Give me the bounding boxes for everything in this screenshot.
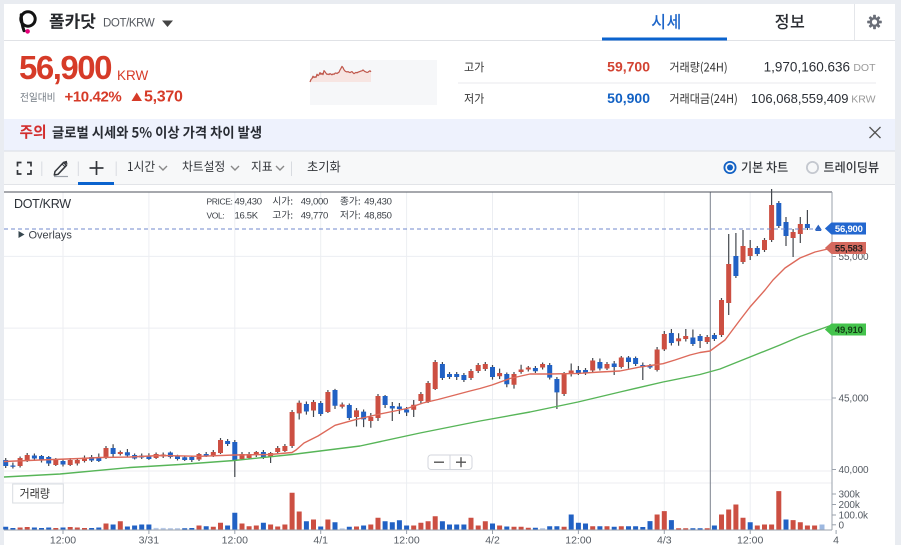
svg-text:56,900: 56,900 xyxy=(835,224,863,235)
svg-text:KRW: KRW xyxy=(851,94,875,106)
svg-text:56,900: 56,900 xyxy=(19,49,111,86)
svg-text:4: 4 xyxy=(833,535,839,545)
svg-text:12:00: 12:00 xyxy=(393,535,419,545)
svg-text:12:00: 12:00 xyxy=(565,535,591,545)
svg-text:55,000: 55,000 xyxy=(839,252,870,263)
svg-text:45,000: 45,000 xyxy=(839,394,870,405)
svg-text:12:00: 12:00 xyxy=(50,535,76,545)
svg-text:300k: 300k xyxy=(839,490,861,501)
svg-text:49,770: 49,770 xyxy=(301,211,328,222)
svg-text:200k: 200k xyxy=(839,500,861,511)
svg-text:DOT/KRW: DOT/KRW xyxy=(14,197,71,211)
svg-text:40,000: 40,000 xyxy=(839,465,870,476)
svg-text:DOT: DOT xyxy=(853,62,876,74)
svg-text:49,430: 49,430 xyxy=(364,197,391,208)
svg-text:PRICE:: PRICE: xyxy=(207,197,233,207)
svg-text:106,068,559,409: 106,068,559,409 xyxy=(751,91,849,106)
svg-text:3/31: 3/31 xyxy=(139,535,160,545)
svg-text:59,700: 59,700 xyxy=(607,59,650,75)
svg-text:4/2: 4/2 xyxy=(485,535,500,545)
svg-text:5,370: 5,370 xyxy=(144,89,183,106)
svg-text:0: 0 xyxy=(839,520,845,531)
svg-text:100.0k: 100.0k xyxy=(839,511,870,522)
svg-text:4/3: 4/3 xyxy=(657,535,672,545)
svg-text:49,430: 49,430 xyxy=(235,197,262,208)
svg-text:4/1: 4/1 xyxy=(313,535,328,545)
svg-text:1,970,160.636: 1,970,160.636 xyxy=(764,60,850,75)
svg-text:+10.42%: +10.42% xyxy=(65,89,122,106)
svg-text:Overlays: Overlays xyxy=(29,230,73,242)
svg-text:50,900: 50,900 xyxy=(607,90,650,106)
svg-text:16.5K: 16.5K xyxy=(235,211,259,222)
svg-text:12:00: 12:00 xyxy=(222,535,248,545)
svg-text:49,910: 49,910 xyxy=(835,325,863,336)
svg-text:55,583: 55,583 xyxy=(835,243,863,254)
svg-text:12:00: 12:00 xyxy=(737,535,763,545)
svg-text:49,000: 49,000 xyxy=(301,197,328,208)
svg-text:VOL:: VOL: xyxy=(207,211,225,221)
svg-text:48,850: 48,850 xyxy=(364,211,391,222)
svg-text:KRW: KRW xyxy=(117,68,149,83)
svg-text:DOT/KRW: DOT/KRW xyxy=(103,18,155,30)
